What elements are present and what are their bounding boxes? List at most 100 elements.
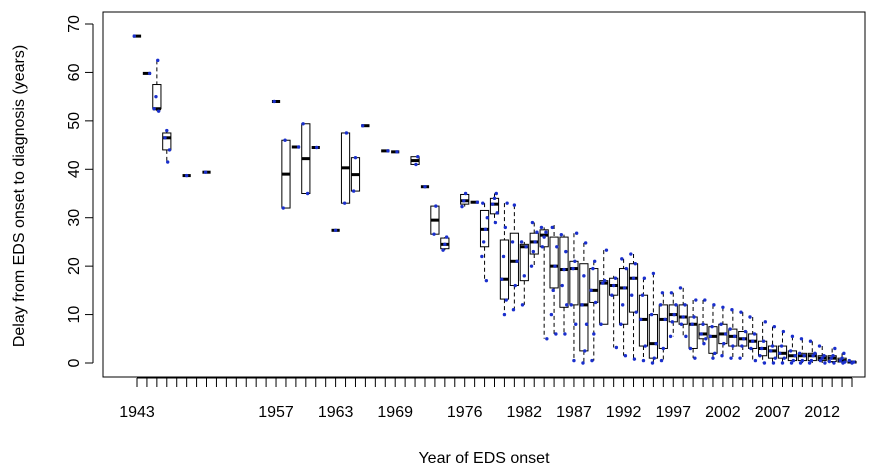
box-group bbox=[559, 234, 569, 334]
data-point bbox=[712, 303, 716, 307]
box-iqr bbox=[658, 304, 668, 349]
data-point bbox=[692, 315, 696, 319]
data-point bbox=[619, 322, 623, 326]
data-point bbox=[613, 276, 618, 280]
data-point bbox=[674, 303, 678, 307]
data-point bbox=[301, 122, 305, 126]
y-tick-label: 70 bbox=[66, 15, 83, 33]
data-point bbox=[524, 245, 528, 249]
data-point bbox=[481, 201, 485, 205]
data-point bbox=[690, 322, 694, 326]
data-point bbox=[780, 361, 785, 365]
data-point bbox=[630, 293, 634, 297]
data-point bbox=[720, 354, 724, 358]
box-group bbox=[658, 292, 668, 361]
y-tick-label: 10 bbox=[66, 306, 83, 324]
data-point bbox=[515, 259, 519, 263]
box-group bbox=[678, 287, 688, 337]
data-point bbox=[510, 240, 515, 244]
data-point bbox=[684, 334, 688, 339]
data-point bbox=[505, 201, 509, 205]
data-point bbox=[414, 162, 418, 167]
box-group bbox=[738, 312, 748, 359]
y-tick-label: 60 bbox=[66, 63, 83, 81]
data-point bbox=[832, 361, 836, 365]
data-point bbox=[569, 303, 573, 307]
data-point bbox=[704, 337, 708, 341]
data-point bbox=[749, 346, 753, 351]
box-group bbox=[599, 250, 609, 325]
point-series bbox=[132, 34, 856, 365]
data-point bbox=[791, 358, 796, 363]
data-point bbox=[572, 358, 576, 363]
data-point bbox=[574, 322, 578, 326]
data-point bbox=[818, 358, 823, 363]
data-point bbox=[654, 341, 658, 346]
box-group bbox=[509, 205, 519, 310]
box-group bbox=[569, 233, 579, 361]
data-point bbox=[760, 346, 764, 351]
data-point bbox=[314, 145, 319, 150]
box-group bbox=[638, 278, 649, 361]
x-axis-title: Year of EDS onset bbox=[418, 450, 550, 467]
data-point bbox=[593, 300, 598, 305]
x-tick-label: 1957 bbox=[258, 404, 294, 421]
box-group bbox=[281, 139, 291, 209]
data-point bbox=[475, 200, 480, 204]
data-point bbox=[522, 274, 526, 278]
data-point bbox=[763, 320, 768, 324]
data-point bbox=[702, 341, 706, 346]
data-point bbox=[820, 356, 824, 360]
data-point bbox=[589, 288, 593, 293]
data-point bbox=[652, 356, 656, 360]
data-point bbox=[550, 225, 554, 230]
box-iqr bbox=[519, 243, 529, 282]
data-point bbox=[789, 361, 794, 365]
box-group bbox=[698, 300, 708, 344]
data-point bbox=[156, 58, 160, 63]
data-point bbox=[660, 291, 665, 295]
data-point bbox=[833, 346, 837, 351]
y-tick-label: 30 bbox=[66, 209, 83, 227]
data-point bbox=[800, 358, 805, 363]
box-iqr bbox=[162, 132, 172, 151]
data-point bbox=[154, 94, 158, 99]
box-group bbox=[728, 309, 738, 359]
data-point bbox=[296, 145, 301, 149]
data-point bbox=[147, 71, 152, 76]
x-tick-label: 1976 bbox=[447, 404, 483, 421]
x-tick-label: 1963 bbox=[318, 404, 354, 421]
data-point bbox=[622, 286, 627, 290]
data-point bbox=[701, 322, 705, 326]
data-point bbox=[512, 203, 517, 207]
box-group bbox=[162, 130, 172, 163]
data-point bbox=[591, 266, 595, 271]
data-point bbox=[165, 128, 169, 133]
data-point bbox=[480, 254, 484, 259]
data-point bbox=[642, 276, 647, 280]
box-group bbox=[708, 304, 718, 359]
data-point bbox=[614, 345, 619, 350]
data-point bbox=[719, 322, 723, 326]
data-point bbox=[545, 337, 549, 341]
data-point bbox=[599, 322, 603, 326]
y-tick-label: 50 bbox=[66, 112, 83, 130]
data-point bbox=[672, 312, 676, 317]
data-point bbox=[639, 317, 643, 322]
x-tick-label: 1943 bbox=[119, 404, 155, 421]
data-point bbox=[620, 257, 624, 261]
data-point bbox=[748, 315, 752, 319]
data-point bbox=[739, 310, 743, 314]
data-point bbox=[829, 356, 833, 360]
data-point bbox=[797, 351, 802, 356]
data-point bbox=[544, 230, 548, 234]
data-point bbox=[798, 361, 803, 365]
box-iqr bbox=[688, 316, 698, 349]
data-point bbox=[809, 358, 814, 363]
box-group bbox=[549, 224, 559, 335]
data-point bbox=[434, 204, 438, 208]
data-point bbox=[661, 346, 666, 351]
box-iqr bbox=[589, 268, 599, 303]
data-point bbox=[678, 286, 683, 290]
plot-border bbox=[102, 11, 866, 378]
